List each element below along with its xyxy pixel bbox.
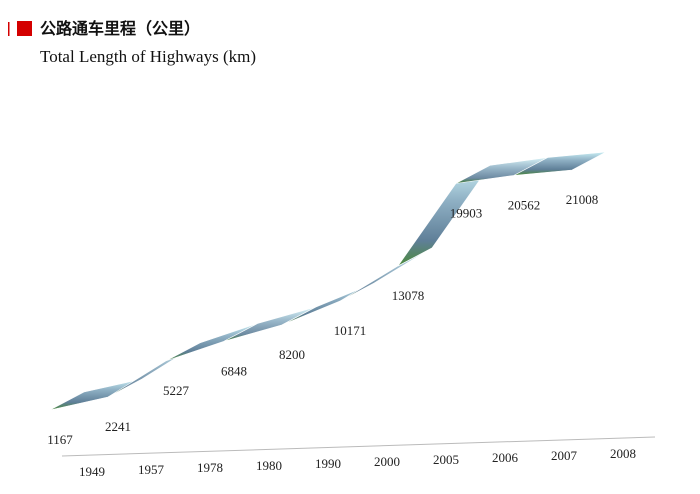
x-tick-label: 1949 bbox=[79, 464, 105, 479]
value-label: 8200 bbox=[279, 347, 305, 362]
x-tick-label: 2000 bbox=[374, 454, 400, 469]
chart-title: 公路通车里程（公里） bbox=[40, 19, 200, 38]
chart-subtitle: Total Length of Highways (km) bbox=[40, 47, 256, 66]
x-tick-label: 2006 bbox=[492, 450, 519, 465]
x-tick-label: 1978 bbox=[197, 460, 223, 475]
value-label: 19903 bbox=[450, 205, 483, 220]
ribbon-segment bbox=[513, 151, 607, 176]
x-tick-label: 1957 bbox=[138, 462, 165, 477]
x-tick-label: 1990 bbox=[315, 456, 341, 471]
value-label: 21008 bbox=[566, 192, 599, 207]
ribbon-segment bbox=[165, 322, 259, 362]
x-tick-label: 1980 bbox=[256, 458, 282, 473]
x-axis bbox=[61, 436, 656, 457]
x-tick-label: 2007 bbox=[551, 448, 578, 463]
value-label: 10171 bbox=[334, 323, 367, 338]
value-label: 2241 bbox=[105, 419, 131, 434]
value-label: 13078 bbox=[392, 288, 425, 303]
value-label: 5227 bbox=[163, 383, 190, 398]
title-icon bbox=[17, 21, 32, 36]
x-tick-label: 2008 bbox=[610, 446, 636, 461]
value-label: 1167 bbox=[47, 432, 73, 447]
accent-bar bbox=[8, 22, 10, 36]
x-tick-label: 2005 bbox=[433, 452, 459, 467]
value-label: 20562 bbox=[508, 197, 541, 212]
ribbon-segment bbox=[223, 306, 317, 342]
value-label: 6848 bbox=[221, 363, 247, 378]
ribbon-segment bbox=[49, 378, 143, 411]
